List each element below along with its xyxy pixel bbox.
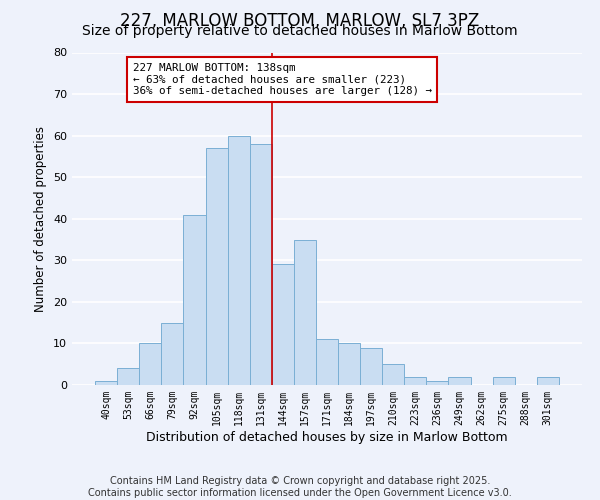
Text: 227 MARLOW BOTTOM: 138sqm
← 63% of detached houses are smaller (223)
36% of semi: 227 MARLOW BOTTOM: 138sqm ← 63% of detac… — [133, 63, 432, 96]
Bar — [537, 376, 559, 385]
Bar — [272, 264, 294, 385]
Y-axis label: Number of detached properties: Number of detached properties — [34, 126, 47, 312]
Bar — [338, 344, 360, 385]
Text: Contains HM Land Registry data © Crown copyright and database right 2025.
Contai: Contains HM Land Registry data © Crown c… — [88, 476, 512, 498]
Text: 227, MARLOW BOTTOM, MARLOW, SL7 3PZ: 227, MARLOW BOTTOM, MARLOW, SL7 3PZ — [121, 12, 479, 30]
Bar — [448, 376, 470, 385]
Bar — [184, 214, 206, 385]
Bar — [294, 240, 316, 385]
X-axis label: Distribution of detached houses by size in Marlow Bottom: Distribution of detached houses by size … — [146, 430, 508, 444]
Bar — [95, 381, 117, 385]
Bar — [316, 340, 338, 385]
Text: Size of property relative to detached houses in Marlow Bottom: Size of property relative to detached ho… — [82, 24, 518, 38]
Bar — [206, 148, 227, 385]
Bar — [227, 136, 250, 385]
Bar — [139, 344, 161, 385]
Bar — [250, 144, 272, 385]
Bar — [161, 322, 184, 385]
Bar — [404, 376, 427, 385]
Bar — [360, 348, 382, 385]
Bar — [382, 364, 404, 385]
Bar — [427, 381, 448, 385]
Bar — [117, 368, 139, 385]
Bar — [493, 376, 515, 385]
